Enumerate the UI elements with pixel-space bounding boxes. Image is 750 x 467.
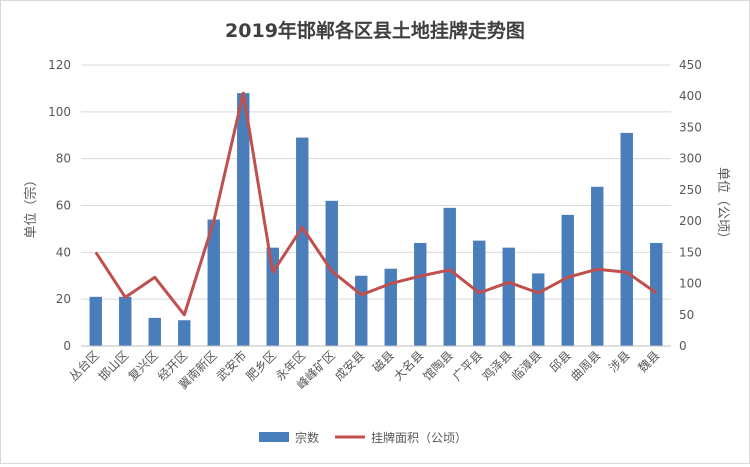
bar — [384, 268, 397, 346]
y-left-tick-label: 0 — [63, 339, 71, 353]
legend-line-label: 挂牌面积（公顷） — [371, 431, 467, 445]
bar — [178, 320, 191, 346]
y-right-tick-label: 300 — [679, 152, 702, 166]
x-tick-label: 武安市 — [213, 348, 249, 384]
x-tick-label: 丛台区 — [66, 348, 102, 384]
bar — [89, 296, 102, 346]
y-left-tick-label: 20 — [56, 292, 71, 306]
x-tick-label: 鸡泽县 — [479, 348, 515, 384]
y-left-tick-label: 120 — [48, 58, 71, 72]
bar — [591, 186, 604, 346]
y-left-tick-label: 100 — [48, 105, 71, 119]
bar — [532, 273, 545, 346]
bar — [561, 214, 574, 346]
y-right-tick-label: 50 — [679, 308, 694, 322]
chart-title: 2019年邯郸各区县土地挂牌走势图 — [225, 19, 525, 42]
x-tick-label: 魏县 — [635, 348, 663, 376]
legend-bar-swatch — [259, 432, 289, 442]
x-tick-label: 邯山区 — [95, 348, 131, 384]
y-right-tick-label: 0 — [679, 339, 687, 353]
bar — [502, 247, 515, 346]
y-left-tick-label: 80 — [56, 152, 71, 166]
bar-series — [89, 93, 663, 346]
y-right-tick-label: 100 — [679, 277, 702, 291]
x-tick-label: 临漳县 — [508, 348, 544, 384]
y-right-tick-label: 450 — [679, 58, 702, 72]
bar — [443, 207, 456, 346]
y-left-tick-label: 40 — [56, 245, 71, 259]
axes: 0 20 40 60 80 100 120 0 50 100 150 200 250 300 350 400 4… — [48, 58, 702, 392]
y-right-tick-label: 150 — [679, 245, 702, 259]
bar — [266, 247, 279, 346]
y-right-tick-label: 400 — [679, 89, 702, 103]
bar — [355, 275, 368, 346]
x-tick-label: 大名县 — [390, 348, 426, 384]
bar — [296, 137, 309, 346]
x-tick-label: 肥乡区 — [244, 348, 279, 383]
bar — [237, 93, 250, 346]
y-left-tick-label: 60 — [56, 199, 71, 213]
bar — [414, 242, 427, 346]
bar — [650, 242, 663, 346]
x-tick-label: 馆陶县 — [420, 348, 456, 384]
bar — [325, 200, 338, 346]
bar — [119, 296, 132, 346]
line-series — [94, 91, 658, 317]
bar — [207, 219, 220, 346]
legend: 宗数 挂牌面积（公顷） — [259, 430, 467, 445]
bar — [148, 317, 161, 346]
x-tick-label: 成安县 — [331, 348, 367, 384]
y-right-tick-label: 200 — [679, 214, 702, 228]
legend-bar-label: 宗数 — [295, 430, 319, 445]
y-right-tick-label: 350 — [679, 120, 702, 134]
gridlines — [81, 64, 671, 347]
area-line — [94, 91, 658, 317]
x-tick-label: 曲周县 — [568, 348, 603, 383]
bar — [620, 132, 633, 346]
x-tick-label: 复兴区 — [126, 348, 161, 383]
y-axis-right-label: 单位（公顷） — [715, 167, 730, 245]
y-axis-left-label: 单位（宗） — [23, 173, 39, 238]
x-tick-label: 涉县 — [606, 348, 633, 375]
y-right-tick-label: 250 — [679, 183, 702, 197]
x-tick-label: 广平县 — [450, 348, 485, 383]
